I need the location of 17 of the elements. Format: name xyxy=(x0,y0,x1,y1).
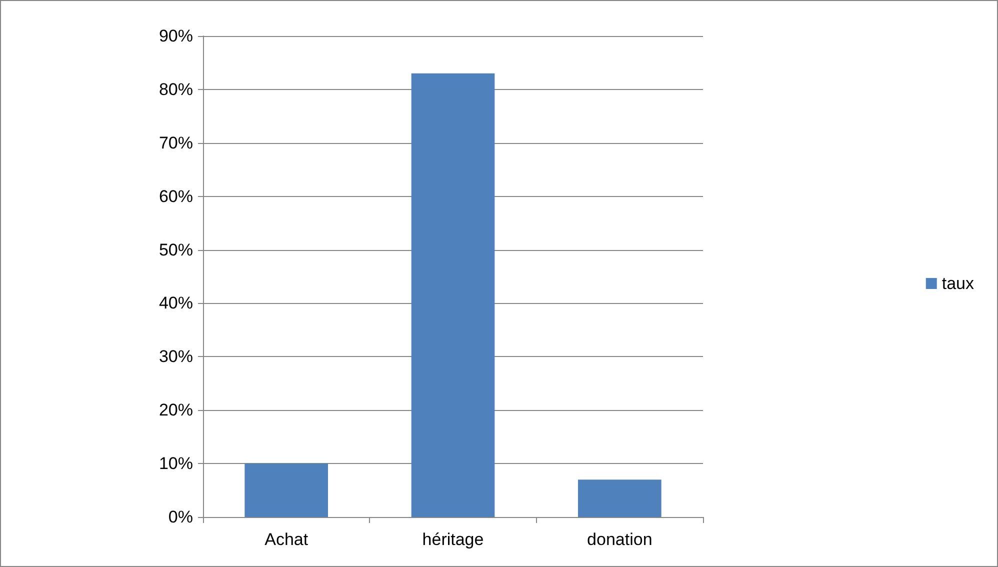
y-tick-label: 10% xyxy=(158,454,193,474)
y-tick-label: 70% xyxy=(158,133,193,152)
x-tick-label: héritage xyxy=(422,530,484,549)
y-tick-label: 90% xyxy=(158,26,193,46)
bar xyxy=(578,480,662,517)
x-tick-label: Achat xyxy=(264,530,308,549)
y-tick-label: 60% xyxy=(158,186,193,206)
y-tick-label: 50% xyxy=(158,240,193,260)
y-tick-label: 30% xyxy=(158,347,193,366)
bar xyxy=(411,73,495,517)
y-tick-label: 40% xyxy=(158,294,193,313)
y-tick-label: 0% xyxy=(168,508,193,526)
y-tick-label: 80% xyxy=(158,80,193,99)
bar xyxy=(244,464,328,517)
y-tick-label: 20% xyxy=(158,400,193,420)
x-tick-label: donation xyxy=(587,530,652,549)
legend-label: taux xyxy=(942,274,974,293)
